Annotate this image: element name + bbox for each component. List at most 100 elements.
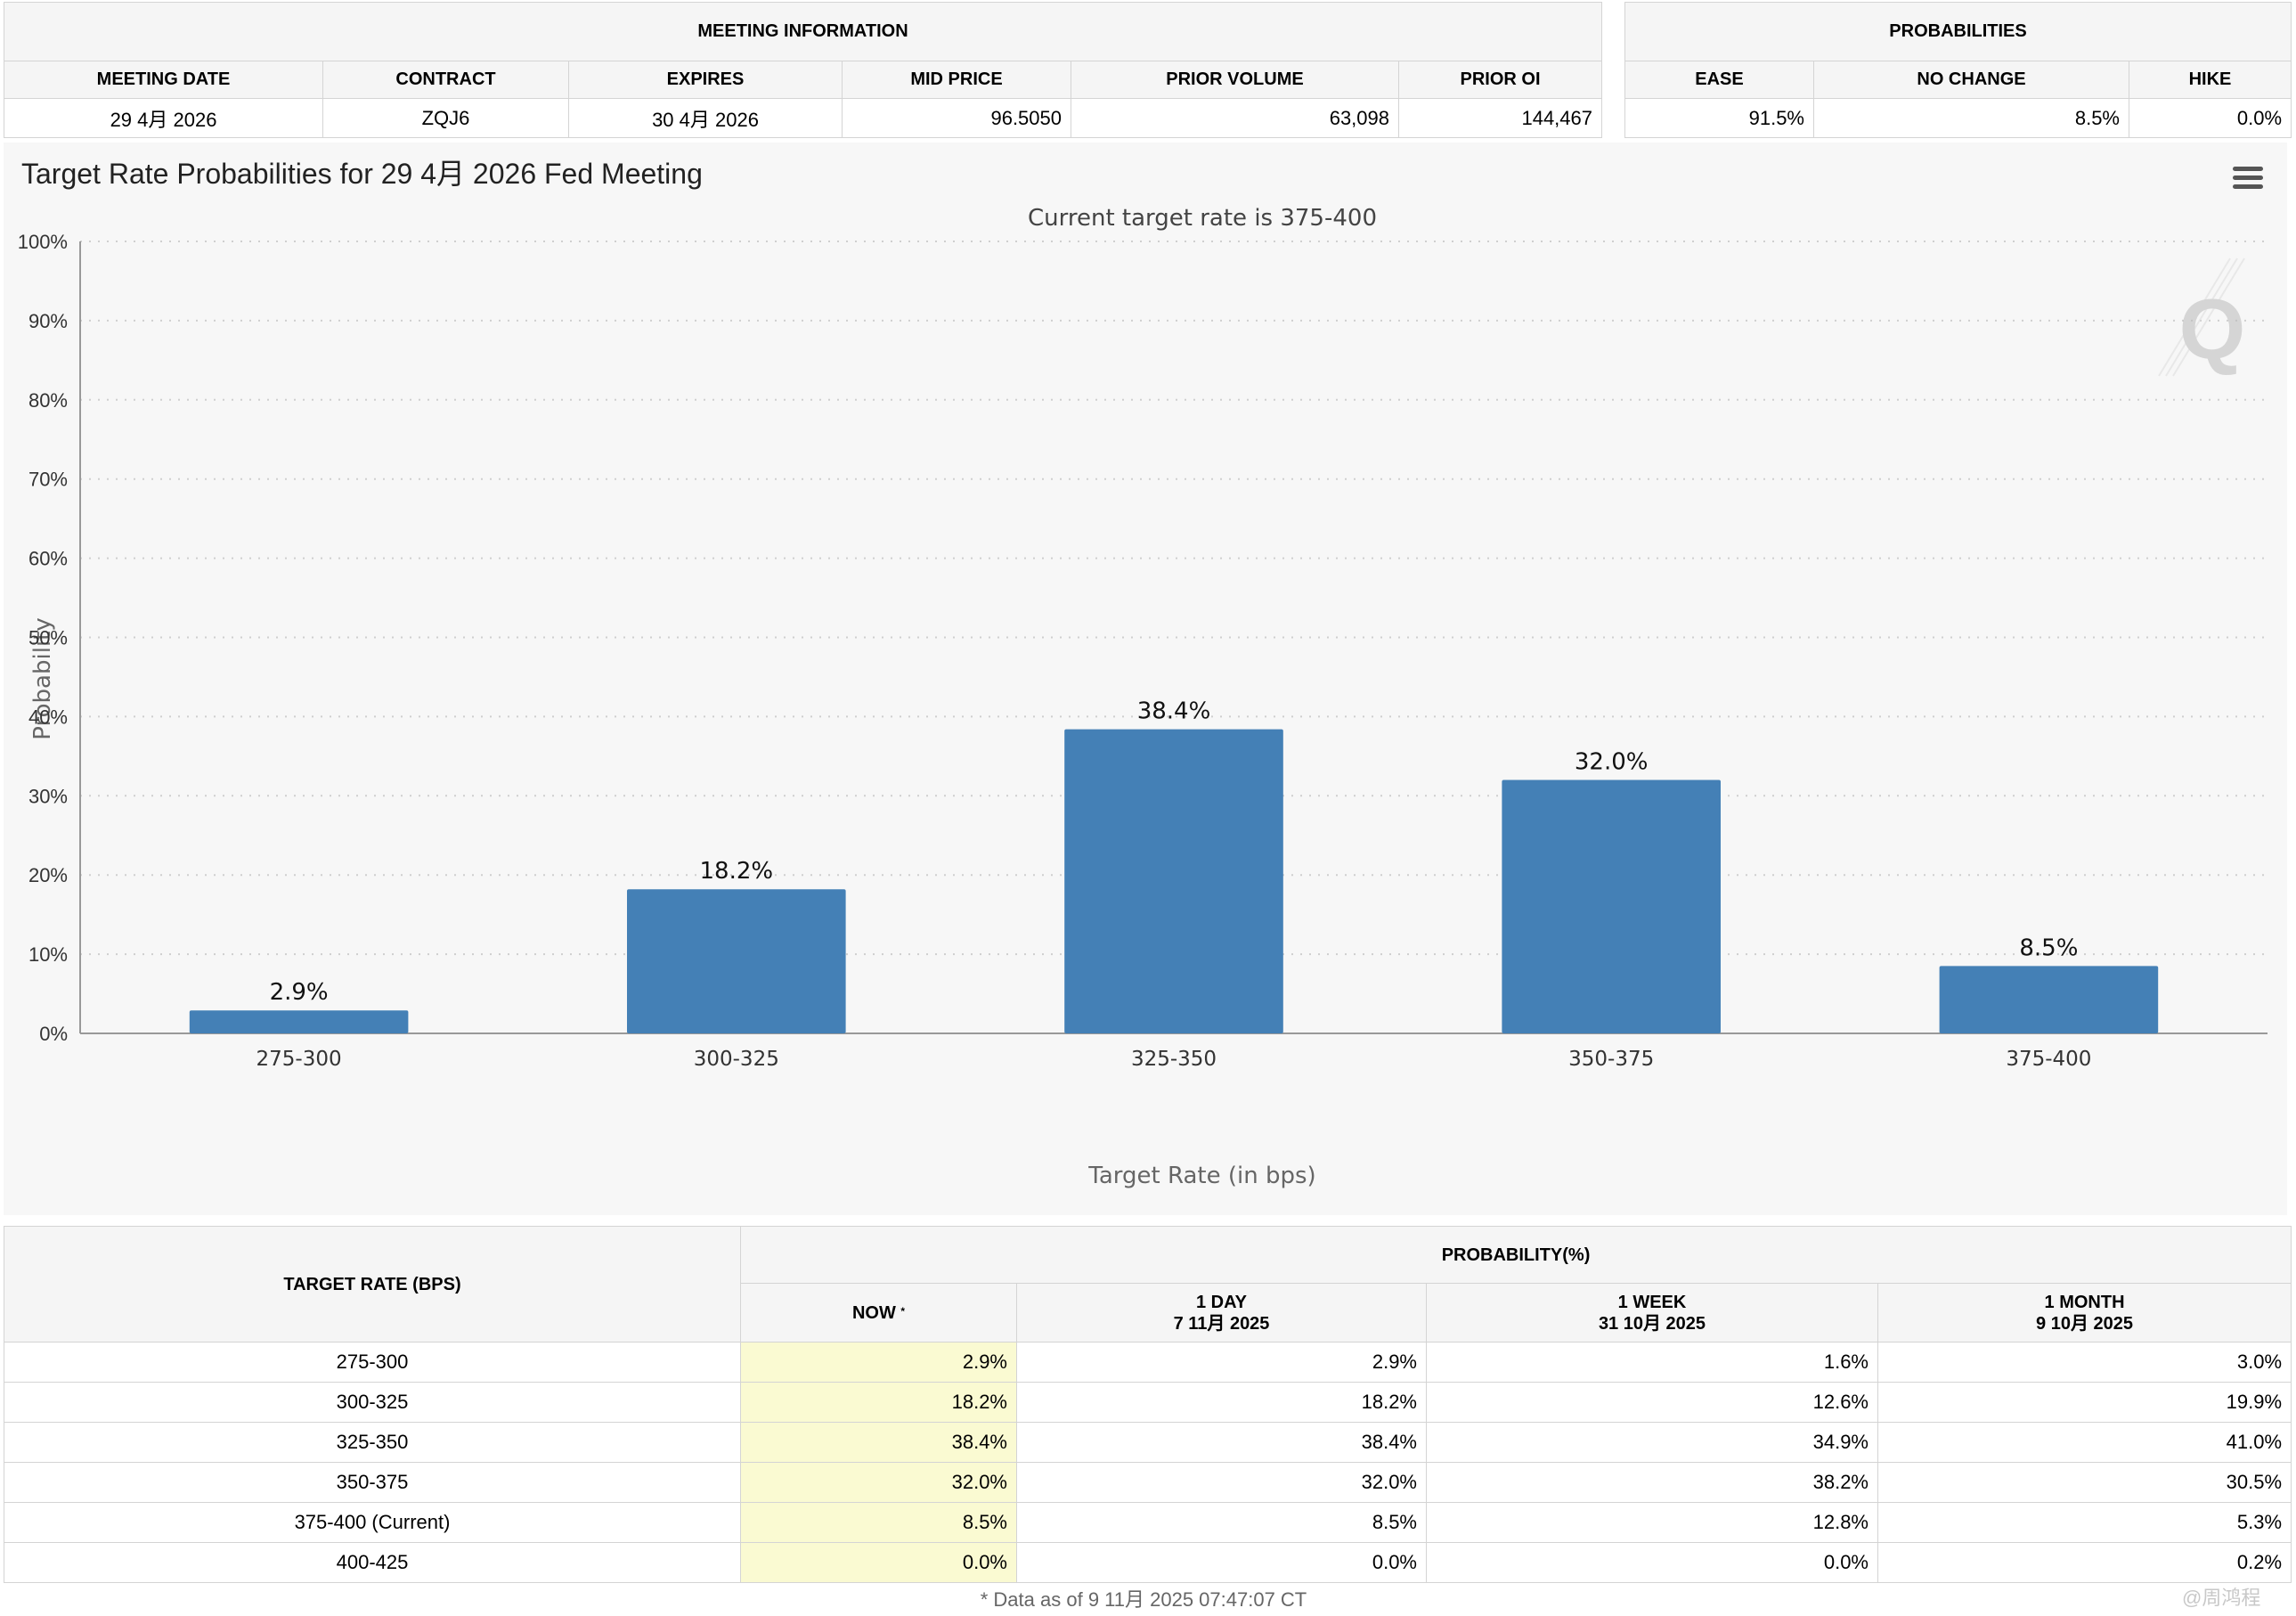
probability-now-cell: 0.0% — [740, 1542, 1017, 1583]
contract-header: CONTRACT — [322, 61, 569, 99]
one-day-column-header: 1 DAY 7 11月 2025 — [1016, 1283, 1427, 1343]
bar-275-300[interactable] — [189, 1010, 409, 1033]
expires-value: 30 4月 2026 — [568, 98, 843, 138]
meeting-date-header: MEETING DATE — [4, 61, 323, 99]
mid-price-header: MID PRICE — [842, 61, 1071, 99]
probability-month-cell: 41.0% — [1877, 1422, 2292, 1463]
target-rate-cell: 400-425 — [4, 1542, 741, 1583]
probability-now-cell: 32.0% — [740, 1462, 1017, 1503]
data-label: 38.4% — [1137, 698, 1211, 725]
ease-value: 91.5% — [1624, 98, 1814, 138]
table-row: 275-300 2.9% 2.9% 1.6% 3.0% — [4, 1342, 2292, 1383]
y-tick-label: 10% — [28, 943, 68, 966]
x-tick-label: 375-400 — [2006, 1048, 2091, 1071]
probability-month-cell: 30.5% — [1877, 1462, 2292, 1503]
hike-header: HIKE — [2128, 61, 2292, 99]
target-rate-cell: 300-325 — [4, 1382, 741, 1423]
data-label: 2.9% — [270, 979, 329, 1006]
hamburger-icon — [2233, 167, 2263, 171]
probability-week-cell: 12.8% — [1426, 1502, 1878, 1543]
data-label: 18.2% — [699, 858, 773, 885]
probability-month-cell: 0.2% — [1877, 1542, 2292, 1583]
y-tick-label: 0% — [39, 1023, 68, 1045]
chart-panel: Target Rate Probabilities for 29 4月 2026… — [4, 143, 2287, 1215]
table-row: 325-350 38.4% 38.4% 34.9% 41.0% — [4, 1422, 2292, 1463]
bars — [189, 729, 2159, 1033]
probability-table-body: 275-300 2.9% 2.9% 1.6% 3.0% 300-325 18.2% 18.2%… — [4, 1342, 2292, 1583]
probability-now-cell: 2.9% — [740, 1342, 1017, 1383]
target-rate-header: TARGET RATE (BPS) — [4, 1226, 741, 1343]
bar-325-350[interactable] — [1064, 729, 1283, 1033]
prior-volume-value: 63,098 — [1071, 98, 1399, 138]
data-label: 32.0% — [1575, 749, 1649, 776]
prior-volume-header: PRIOR VOLUME — [1071, 61, 1399, 99]
expires-header: EXPIRES — [568, 61, 843, 99]
mid-price-value: 96.5050 — [842, 98, 1071, 138]
probability-now-cell: 18.2% — [740, 1382, 1017, 1423]
y-tick-label: 100% — [18, 231, 68, 253]
chart-subtitle: Current target rate is 375-400 — [1028, 205, 1377, 232]
meeting-information-table: MEETING INFORMATION MEETING DATE CONTRAC… — [4, 2, 1602, 138]
target-rate-chart: Target Rate Probabilities for 29 4月 2026… — [18, 158, 2268, 1189]
probability-now-cell: 38.4% — [740, 1422, 1017, 1463]
bar-350-375[interactable] — [1502, 779, 1721, 1033]
target-rate-cell: 275-300 — [4, 1342, 741, 1383]
data-labels: 2.9% 18.2% 38.4% 32.0% 8.5% — [270, 698, 2079, 1007]
meeting-information-title: MEETING INFORMATION — [4, 2, 1602, 61]
probability-month-cell: 5.3% — [1877, 1502, 2292, 1543]
y-tick-label: 80% — [28, 389, 68, 412]
probability-group-header: PROBABILITY(%) — [739, 1226, 2292, 1284]
y-tick-label: 60% — [28, 548, 68, 570]
ease-header: EASE — [1624, 61, 1814, 99]
x-tick-label: 350-375 — [1568, 1048, 1654, 1071]
one-month-column-header: 1 MONTH 9 10月 2025 — [1877, 1283, 2292, 1343]
prior-oi-value: 144,467 — [1398, 98, 1602, 138]
probability-week-cell: 34.9% — [1426, 1422, 1878, 1463]
data-label: 8.5% — [2019, 935, 2078, 961]
x-axis-label: Target Rate (in bps) — [1087, 1163, 1315, 1189]
y-tick-label: 40% — [28, 706, 68, 728]
y-tick-label: 90% — [28, 310, 68, 332]
probabilities-summary-table: PROBABILITIES EASE NO CHANGE HIKE 91.5% … — [1624, 2, 2292, 138]
table-row: 300-325 18.2% 18.2% 12.6% 19.9% — [4, 1382, 2292, 1423]
chart-logo-icon: Q — [2158, 257, 2246, 377]
watermark: @周鸿程 — [2182, 1587, 2261, 1609]
y-tick-label: 30% — [28, 785, 68, 807]
chart-title: Target Rate Probabilities for 29 4月 2026… — [21, 158, 703, 190]
probability-history-table: TARGET RATE (BPS) PROBABILITY(%) NOW * 1… — [4, 1226, 2292, 1583]
contract-value: ZQJ6 — [322, 98, 569, 138]
x-tick-label: 325-350 — [1131, 1048, 1217, 1071]
chart-menu-button[interactable] — [2230, 162, 2266, 194]
target-rate-cell: 375-400 (Current) — [4, 1502, 741, 1543]
probability-day-cell: 32.0% — [1016, 1462, 1427, 1503]
probability-month-cell: 19.9% — [1877, 1382, 2292, 1423]
prior-oi-header: PRIOR OI — [1398, 61, 1602, 99]
target-rate-cell: 350-375 — [4, 1462, 741, 1503]
bar-300-325[interactable] — [627, 889, 846, 1033]
y-tick-label: 20% — [28, 864, 68, 886]
probability-week-cell: 1.6% — [1426, 1342, 1878, 1383]
y-tick-label: 50% — [28, 627, 68, 649]
hike-value: 0.0% — [2128, 98, 2292, 138]
probabilities-title: PROBABILITIES — [1624, 2, 2292, 61]
bar-375-400[interactable] — [1939, 966, 2159, 1033]
probability-week-cell: 12.6% — [1426, 1382, 1878, 1423]
probability-day-cell: 2.9% — [1016, 1342, 1427, 1383]
no-change-header: NO CHANGE — [1813, 61, 2129, 99]
y-axis-ticks: 0% 10% 20% 30% 40% 50% 60% 70% 80% 90% 100% — [18, 231, 68, 1045]
x-axis-ticks: 275-300 300-325 325-350 350-375 375-400 — [256, 1048, 2092, 1071]
chart-logo-letter: Q — [2179, 282, 2246, 377]
probability-day-cell: 8.5% — [1016, 1502, 1427, 1543]
probability-month-cell: 3.0% — [1877, 1342, 2292, 1383]
probability-now-cell: 8.5% — [740, 1502, 1017, 1543]
y-tick-label: 70% — [28, 469, 68, 491]
now-column-header: NOW * — [740, 1283, 1017, 1343]
probability-day-cell: 0.0% — [1016, 1542, 1427, 1583]
target-rate-cell: 325-350 — [4, 1422, 741, 1463]
meeting-date-value: 29 4月 2026 — [4, 98, 323, 138]
probability-week-cell: 0.0% — [1426, 1542, 1878, 1583]
data-timestamp-footnote: * Data as of 9 11月 2025 07:47:07 CT — [980, 1588, 1307, 1611]
one-week-column-header: 1 WEEK 31 10月 2025 — [1426, 1283, 1878, 1343]
table-row: 350-375 32.0% 32.0% 38.2% 30.5% — [4, 1462, 2292, 1503]
y-axis-label: Probability — [29, 617, 56, 739]
